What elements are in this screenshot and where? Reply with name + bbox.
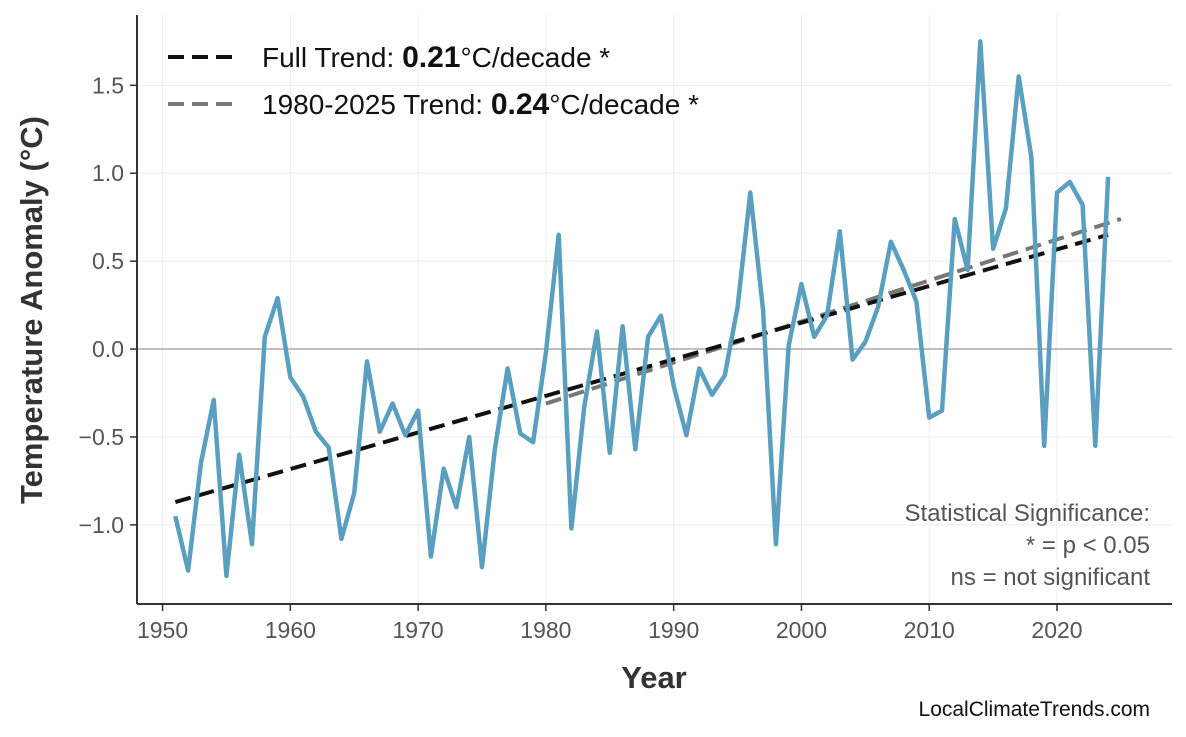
y-tick-label: −1.0	[79, 512, 124, 538]
x-tick-label: 1980	[520, 617, 571, 643]
y-ticks: −1.0 −0.5 0.0 0.5 1.0 1.5	[79, 72, 137, 538]
legend-label-1980-trend: 1980-2025 Trend: 0.24°C/decade *	[262, 88, 699, 121]
x-axis-label: Year	[621, 660, 687, 695]
axes	[136, 15, 1172, 605]
x-tick-label: 2010	[904, 617, 955, 643]
x-tick-label: 1960	[265, 617, 316, 643]
x-tick-label: 2020	[1031, 617, 1082, 643]
note-line: ns = not significant	[951, 564, 1151, 591]
trend-line	[545, 217, 1122, 406]
y-tick-label: 0.0	[92, 336, 124, 362]
x-tick-label: 2000	[776, 617, 827, 643]
note-line: Statistical Significance:	[905, 500, 1150, 527]
x-tick-label: 1970	[393, 617, 444, 643]
anomaly-series-line	[173, 39, 1111, 579]
legend-label-full-trend: Full Trend: 0.21°C/decade *	[262, 41, 610, 74]
x-ticks: 1950 1960 1970 1980 1990 2000 2010 2020	[137, 604, 1083, 643]
watermark: LocalClimateTrends.com	[919, 698, 1150, 721]
y-tick-label: 0.5	[92, 248, 124, 274]
trend-line	[174, 232, 1109, 504]
y-axis-label: Temperature Anomaly (°C)	[14, 116, 49, 504]
legend: Full Trend: 0.21°C/decade * 1980-2025 Tr…	[168, 41, 699, 121]
significance-note: Statistical Significance: * = p < 0.05 n…	[905, 500, 1151, 591]
x-tick-label: 1990	[648, 617, 699, 643]
y-tick-label: −0.5	[79, 424, 124, 450]
y-tick-label: 1.0	[92, 160, 124, 186]
note-line: * = p < 0.05	[1026, 532, 1150, 559]
trend-lines	[174, 217, 1122, 504]
x-tick-label: 1950	[137, 617, 188, 643]
y-tick-label: 1.5	[92, 72, 124, 98]
